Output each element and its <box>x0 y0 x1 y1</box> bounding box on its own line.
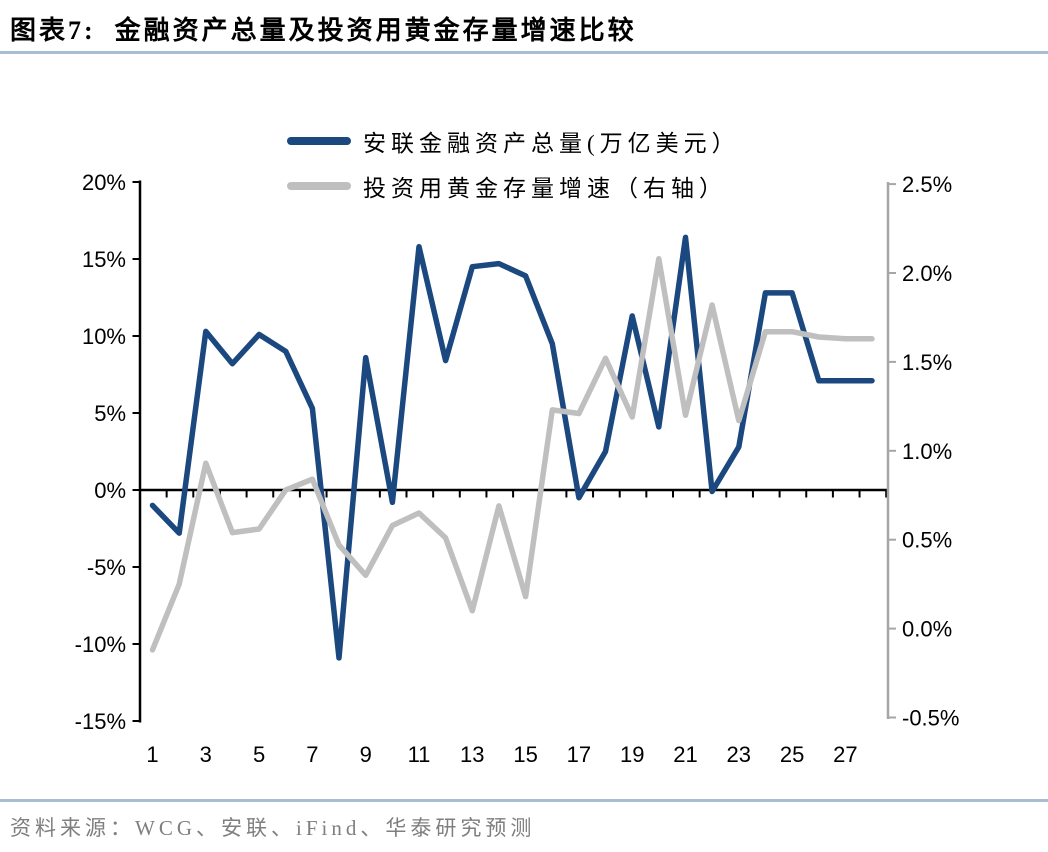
svg-text:25: 25 <box>780 742 804 767</box>
svg-text:1.0%: 1.0% <box>902 439 952 464</box>
legend-item-gold-growth: 投资用黄金存量增速（右轴） <box>287 163 740 208</box>
svg-text:23: 23 <box>727 742 751 767</box>
svg-text:7: 7 <box>306 742 318 767</box>
source-note: 资料来源：WCG、安联、iFind、华泰研究预测 <box>10 816 536 840</box>
svg-text:13: 13 <box>460 742 484 767</box>
svg-text:3: 3 <box>200 742 212 767</box>
svg-text:20%: 20% <box>82 170 126 195</box>
svg-text:-10%: -10% <box>75 632 126 657</box>
svg-text:10%: 10% <box>82 324 126 349</box>
svg-text:19: 19 <box>620 742 644 767</box>
svg-text:15: 15 <box>513 742 537 767</box>
svg-text:11: 11 <box>408 742 431 767</box>
svg-text:-15%: -15% <box>75 709 126 734</box>
svg-text:2.0%: 2.0% <box>902 261 952 286</box>
legend-swatch-gray-line <box>287 181 351 190</box>
legend-label-gold-growth: 投资用黄金存量增速（右轴） <box>363 175 727 201</box>
source-divider <box>0 799 1048 802</box>
svg-text:0.0%: 0.0% <box>902 617 952 642</box>
svg-text:1.5%: 1.5% <box>902 350 952 375</box>
legend-swatch-blue-line <box>287 136 351 145</box>
svg-text:-5%: -5% <box>87 555 126 580</box>
svg-text:5%: 5% <box>94 401 126 426</box>
svg-text:2.5%: 2.5% <box>902 172 952 197</box>
svg-text:-0.5%: -0.5% <box>902 706 959 731</box>
svg-text:15%: 15% <box>82 247 126 272</box>
svg-text:0.5%: 0.5% <box>902 528 952 553</box>
svg-text:1: 1 <box>146 742 158 767</box>
legend-item-allianz-assets: 安联金融资产总量(万亿美元） <box>287 118 740 163</box>
svg-text:21: 21 <box>673 742 697 767</box>
legend-label-allianz-assets: 安联金融资产总量(万亿美元） <box>363 130 740 156</box>
svg-text:0%: 0% <box>94 478 126 503</box>
title-underline <box>0 51 1048 54</box>
figure-title: 图表7: 金融资产总量及投资用黄金存量增速比较 <box>10 16 637 45</box>
svg-text:27: 27 <box>833 742 857 767</box>
svg-text:17: 17 <box>567 742 591 767</box>
chart-legend: 安联金融资产总量(万亿美元） 投资用黄金存量增速（右轴） <box>287 118 740 208</box>
svg-text:5: 5 <box>253 742 265 767</box>
svg-text:9: 9 <box>360 742 372 767</box>
